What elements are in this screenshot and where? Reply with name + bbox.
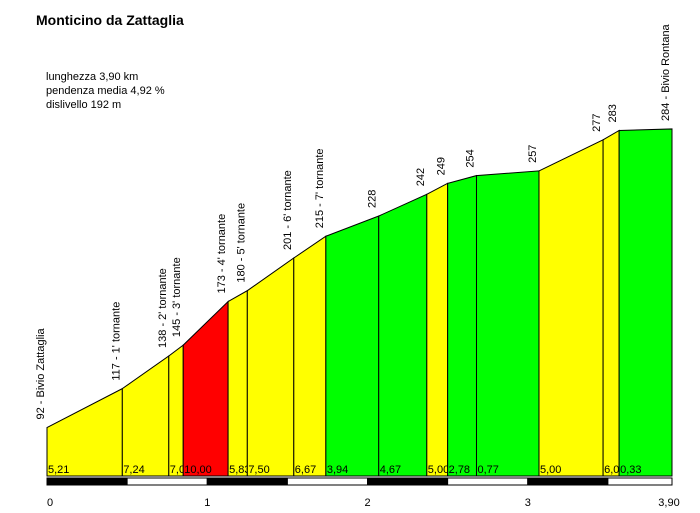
profile-segment (602, 129, 620, 477)
x-tick-label: 1 (204, 497, 210, 509)
km-scale-block (527, 477, 609, 486)
point-label: 117 - 1' tornante (110, 302, 122, 381)
x-tick-label: 0 (47, 497, 53, 509)
segment-grade-label: 2,78 (449, 464, 470, 476)
profile-segment (46, 387, 123, 477)
km-scale-block (447, 477, 529, 486)
profile-segment (426, 182, 449, 477)
profile-segment (168, 344, 184, 477)
point-label: 201 - 6' tornante (282, 170, 294, 250)
x-tick-label: 3,90 (658, 497, 679, 509)
profile-segment (378, 193, 428, 477)
profile-segment (475, 170, 540, 477)
point-label: 138 - 2' tornante (157, 268, 169, 348)
segment-grade-label: 10,00 (184, 464, 212, 476)
profile-segment (538, 139, 604, 477)
km-scale-block (367, 477, 449, 486)
segment-grade-label: 3,94 (327, 464, 348, 476)
km-scale-block (206, 477, 288, 486)
profile-segment (293, 235, 327, 477)
point-label: 92 - Bivio Zattaglia (35, 328, 47, 420)
x-tick-label: 3 (525, 497, 531, 509)
point-label: 254 (464, 149, 476, 167)
length-text: lunghezza 3,90 km (46, 71, 139, 83)
km-scale-block (286, 477, 369, 486)
km-scale-block (46, 477, 128, 486)
profile-segment (618, 128, 673, 477)
page-title: Monticino da Zattaglia (36, 12, 184, 28)
x-tick-label: 2 (364, 497, 370, 509)
elevation-gain-text: dislivello 192 m (46, 99, 122, 111)
segment-grade-label: 5,00 (428, 464, 449, 476)
point-label: 283 (607, 104, 619, 122)
km-scale-block (607, 477, 673, 486)
segment-grade-label: 7,24 (123, 464, 144, 476)
profile-segment (325, 215, 380, 477)
route-stats: lunghezza 3,90 km pendenza media 4,92 % … (46, 70, 165, 112)
point-label: 284 - Bivio Rontana (660, 23, 672, 120)
segment-grade-label: 5,00 (540, 464, 561, 476)
point-label: 180 - 5' tornante (235, 203, 247, 283)
point-label: 242 (415, 168, 427, 186)
segment-grade-label: 0,33 (620, 464, 641, 476)
profile-segment (227, 289, 248, 477)
km-scale-block (126, 477, 208, 486)
profile-segment (121, 355, 170, 477)
profile-segment (182, 300, 229, 477)
point-label: 173 - 4' tornante (216, 214, 228, 294)
point-label: 145 - 3' tornante (171, 257, 183, 337)
avg-grade-text: pendenza media 4,92 % (46, 85, 165, 97)
profile-segment (447, 174, 477, 477)
point-label: 257 (527, 145, 539, 163)
segment-grade-label: 0,77 (477, 464, 498, 476)
segment-grade-label: 7,50 (248, 464, 269, 476)
point-label: 277 (591, 113, 603, 131)
point-label: 249 (436, 157, 448, 175)
point-label: 215 - 7' tornante (314, 148, 326, 228)
profile-segment (246, 257, 295, 477)
segment-grade-label: 5,83 (229, 464, 250, 476)
point-label: 228 (367, 190, 379, 208)
segment-grade-label: 4,67 (380, 464, 401, 476)
segment-grade-label: 5,21 (48, 464, 69, 476)
segment-grade-label: 6,67 (295, 464, 316, 476)
